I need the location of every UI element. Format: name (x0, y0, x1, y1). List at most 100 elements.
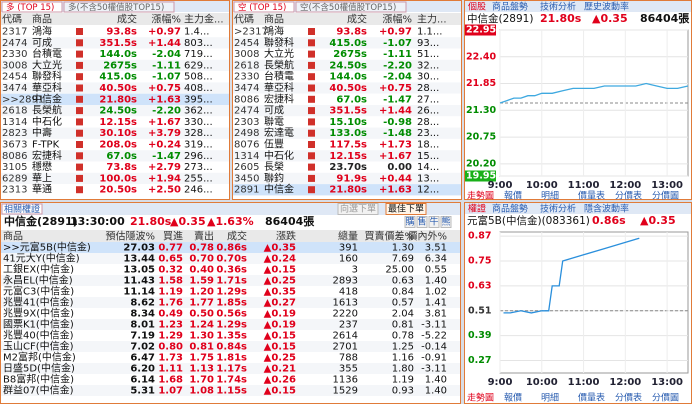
cell[interactable]: 元富C3(中信金) (3, 285, 74, 298)
code[interactable]: 2454 (234, 38, 259, 49)
code[interactable]: >2317 (234, 27, 268, 38)
bottom-tab[interactable]: 走勢圖 (467, 392, 494, 404)
name[interactable]: 中壽 (32, 126, 52, 139)
cell[interactable]: 群益07(中信金) (3, 384, 74, 397)
code[interactable]: 2618 (234, 60, 259, 71)
cell[interactable]: 永昌EL(中信金) (3, 274, 73, 287)
name[interactable]: 中石化 (32, 115, 62, 128)
button[interactable] (416, 216, 428, 228)
name[interactable]: 聯發科 (264, 36, 294, 49)
button-label[interactable]: 最佳下單 (388, 203, 424, 215)
code[interactable]: 3474 (234, 83, 259, 94)
name[interactable]: 長榮航 (264, 58, 294, 71)
cell[interactable]: M2富邦(中信金) (3, 351, 76, 364)
bottom-tab[interactable]: 走勢圖 (467, 190, 494, 202)
name[interactable]: 聯電 (264, 116, 284, 128)
code[interactable]: 2313 (2, 185, 27, 196)
tab-label[interactable]: 歷史波動率 (584, 1, 629, 13)
button-label[interactable]: 售 (417, 216, 426, 228)
code[interactable]: 2303 (234, 117, 259, 128)
code[interactable]: 2474 (2, 38, 27, 49)
bottom-tab[interactable]: 明細 (541, 392, 559, 404)
code[interactable]: 2618 (2, 106, 27, 117)
code[interactable]: 2454 (2, 72, 27, 83)
code[interactable]: 3450 (234, 173, 259, 184)
code[interactable]: 1314 (234, 151, 259, 162)
code[interactable]: 3673 (2, 140, 27, 151)
tab-label[interactable]: 空 (TOP 15) (238, 2, 286, 13)
tab-label[interactable]: 權證 (468, 203, 486, 215)
code[interactable]: 1314 (2, 117, 27, 128)
code[interactable]: 3474 (2, 83, 27, 94)
button[interactable] (337, 203, 379, 215)
bottom-tab[interactable]: 價量表 (578, 190, 605, 202)
name[interactable]: F-TPK (32, 140, 60, 151)
name[interactable]: 台積電 (32, 47, 62, 60)
code[interactable]: 2330 (234, 72, 259, 83)
name[interactable]: 華通 (32, 184, 52, 196)
tab-label[interactable]: 技術分析 (540, 1, 576, 13)
name[interactable]: 聯發科 (32, 70, 62, 83)
cell[interactable]: 兆豐41(中信金) (3, 296, 74, 309)
tab-label[interactable]: 商品盤勢 (492, 203, 528, 215)
name[interactable]: 可成 (32, 37, 52, 49)
cell[interactable]: 國票K1(中信金) (3, 318, 74, 331)
button[interactable] (385, 203, 427, 215)
tab-label[interactable]: 相關權證 (4, 203, 40, 215)
tab-label[interactable]: 商品盤勢 (492, 1, 528, 13)
name[interactable]: 穩懋 (32, 160, 52, 173)
cell[interactable]: 41元大Y(中信金) (3, 252, 80, 265)
cell[interactable]: 玉山CF(中信金) (3, 340, 74, 353)
name[interactable]: 可成 (264, 105, 284, 117)
tab-label[interactable]: 個股 (468, 1, 486, 13)
tab[interactable] (1, 1, 63, 13)
bottom-tab[interactable]: 價量表 (578, 392, 605, 404)
name[interactable]: 大立光 (32, 58, 62, 71)
cell[interactable]: >>元富5B(中信金) (3, 241, 91, 254)
button[interactable] (440, 216, 452, 228)
bottom-tab[interactable]: 分價表 (615, 190, 642, 202)
tab[interactable] (295, 1, 407, 13)
tab[interactable] (233, 1, 295, 13)
tab-label[interactable]: 隱含波動率 (584, 203, 629, 215)
tab[interactable] (63, 1, 175, 13)
name[interactable]: 華亞科 (264, 81, 294, 94)
name[interactable]: 鴻海 (32, 25, 52, 38)
code[interactable]: 3008 (2, 60, 27, 71)
code[interactable]: >>2891 (2, 94, 44, 105)
bottom-tab[interactable]: 分價表 (615, 392, 642, 404)
name[interactable]: 華亞科 (32, 81, 62, 94)
tab-label[interactable]: 多(不含50權值股TOP15) (68, 2, 164, 13)
button-label[interactable]: 購 (405, 216, 414, 228)
name[interactable]: 長榮航 (32, 104, 62, 117)
code[interactable]: 6289 (2, 173, 27, 184)
code[interactable]: 3105 (2, 162, 27, 173)
tab-label[interactable]: 多 (TOP 15) (6, 2, 54, 13)
name[interactable]: 伍豐 (264, 138, 284, 151)
button-label[interactable]: 向選下單 (340, 203, 376, 215)
name[interactable]: 華上 (32, 172, 52, 184)
name[interactable]: 大立光 (264, 47, 294, 60)
code[interactable]: 2498 (234, 128, 259, 139)
code[interactable]: 2317 (2, 27, 27, 38)
name[interactable]: 宏捷科 (264, 92, 294, 105)
name[interactable]: 宏捷科 (32, 149, 62, 162)
name[interactable]: 宏達電 (264, 126, 294, 139)
code[interactable]: 2474 (234, 106, 259, 117)
code[interactable]: 2823 (2, 128, 27, 139)
button-label[interactable]: 牛 (429, 216, 438, 228)
tab-label[interactable]: 技術分析 (540, 203, 576, 215)
name[interactable]: 中石化 (264, 149, 294, 162)
bottom-tab[interactable]: 分價圖 (652, 191, 679, 202)
bottom-tab[interactable]: 明細 (541, 190, 559, 202)
button-label[interactable]: 熊 (441, 216, 450, 228)
code[interactable]: 8076 (234, 140, 259, 151)
cell[interactable]: B8富邦(中信金) (3, 373, 74, 386)
name[interactable]: 台積電 (264, 70, 294, 83)
cell[interactable]: 工銀EX(中信金) (3, 263, 74, 276)
name[interactable]: 鴻海 (264, 25, 284, 38)
bottom-tab[interactable]: 報價 (504, 393, 522, 404)
cell[interactable]: 兆豐9X(中信金) (3, 307, 74, 320)
tab[interactable] (1, 203, 43, 215)
cell[interactable]: 兆豐40(中信金) (3, 329, 74, 342)
